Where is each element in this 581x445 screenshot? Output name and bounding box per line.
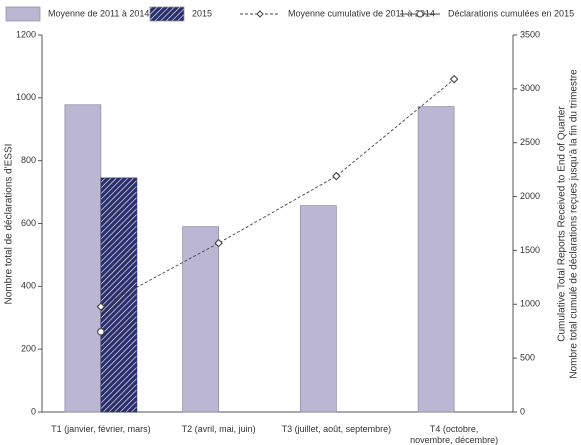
y2-axis-title: Nombre total cumulé de déclarations reçu… <box>569 69 580 379</box>
marker <box>449 74 459 84</box>
y-tick-label: 200 <box>21 344 36 354</box>
line <box>100 78 455 308</box>
marker <box>332 171 341 181</box>
y-tick-label: 1000 <box>16 92 36 102</box>
x-tick-label: T1 (janvier, février, mars) <box>51 424 151 434</box>
bar <box>182 226 219 413</box>
y2-axis-title: Cumulative Total Reports Received to End… <box>557 106 568 342</box>
legend-swatch <box>149 6 185 22</box>
legend-label: Moyenne cumulative de 2011 à 2014 <box>288 8 435 18</box>
x-tick-label: T4 (octobre, novembre, décembre) <box>410 424 499 445</box>
legend-label: Moyenne de 2011 à 2014 <box>48 8 149 18</box>
legend-label: 2015 <box>192 8 212 18</box>
bar <box>417 106 455 413</box>
y-axis-title: Nombre total de déclarations d'ESSI <box>4 144 15 305</box>
y2-tick-label: 1500 <box>520 245 540 255</box>
y2-tick-label: 0 <box>520 406 525 416</box>
legend-marker <box>416 10 424 18</box>
y2-tick-label: 2500 <box>520 137 540 147</box>
y2-tick-label: 3000 <box>520 83 540 93</box>
x-tick-label: T2 (avril, mai, juin) <box>181 424 256 434</box>
y-tick-label: 0 <box>31 406 36 416</box>
legend-label: Déclarations cumulées en 2015 <box>448 8 574 18</box>
y-tick-label: 1200 <box>16 29 36 39</box>
bar <box>100 177 138 413</box>
y2-tick-label: 1000 <box>520 299 540 309</box>
y2-tick-label: 3500 <box>520 29 540 39</box>
x-tick-label: T3 (juillet, août, septembre) <box>281 424 392 434</box>
bar <box>300 205 337 413</box>
y2-tick-label: 500 <box>520 353 535 363</box>
legend-swatch <box>5 6 41 22</box>
marker <box>96 302 106 311</box>
marker <box>214 238 223 248</box>
legend-marker <box>256 10 264 18</box>
y-tick-label: 600 <box>21 218 36 228</box>
marker <box>97 328 105 336</box>
y-tick-label: 800 <box>21 155 36 165</box>
bar <box>64 104 102 413</box>
y2-tick-label: 2000 <box>520 191 540 201</box>
y-tick-label: 400 <box>21 281 36 291</box>
